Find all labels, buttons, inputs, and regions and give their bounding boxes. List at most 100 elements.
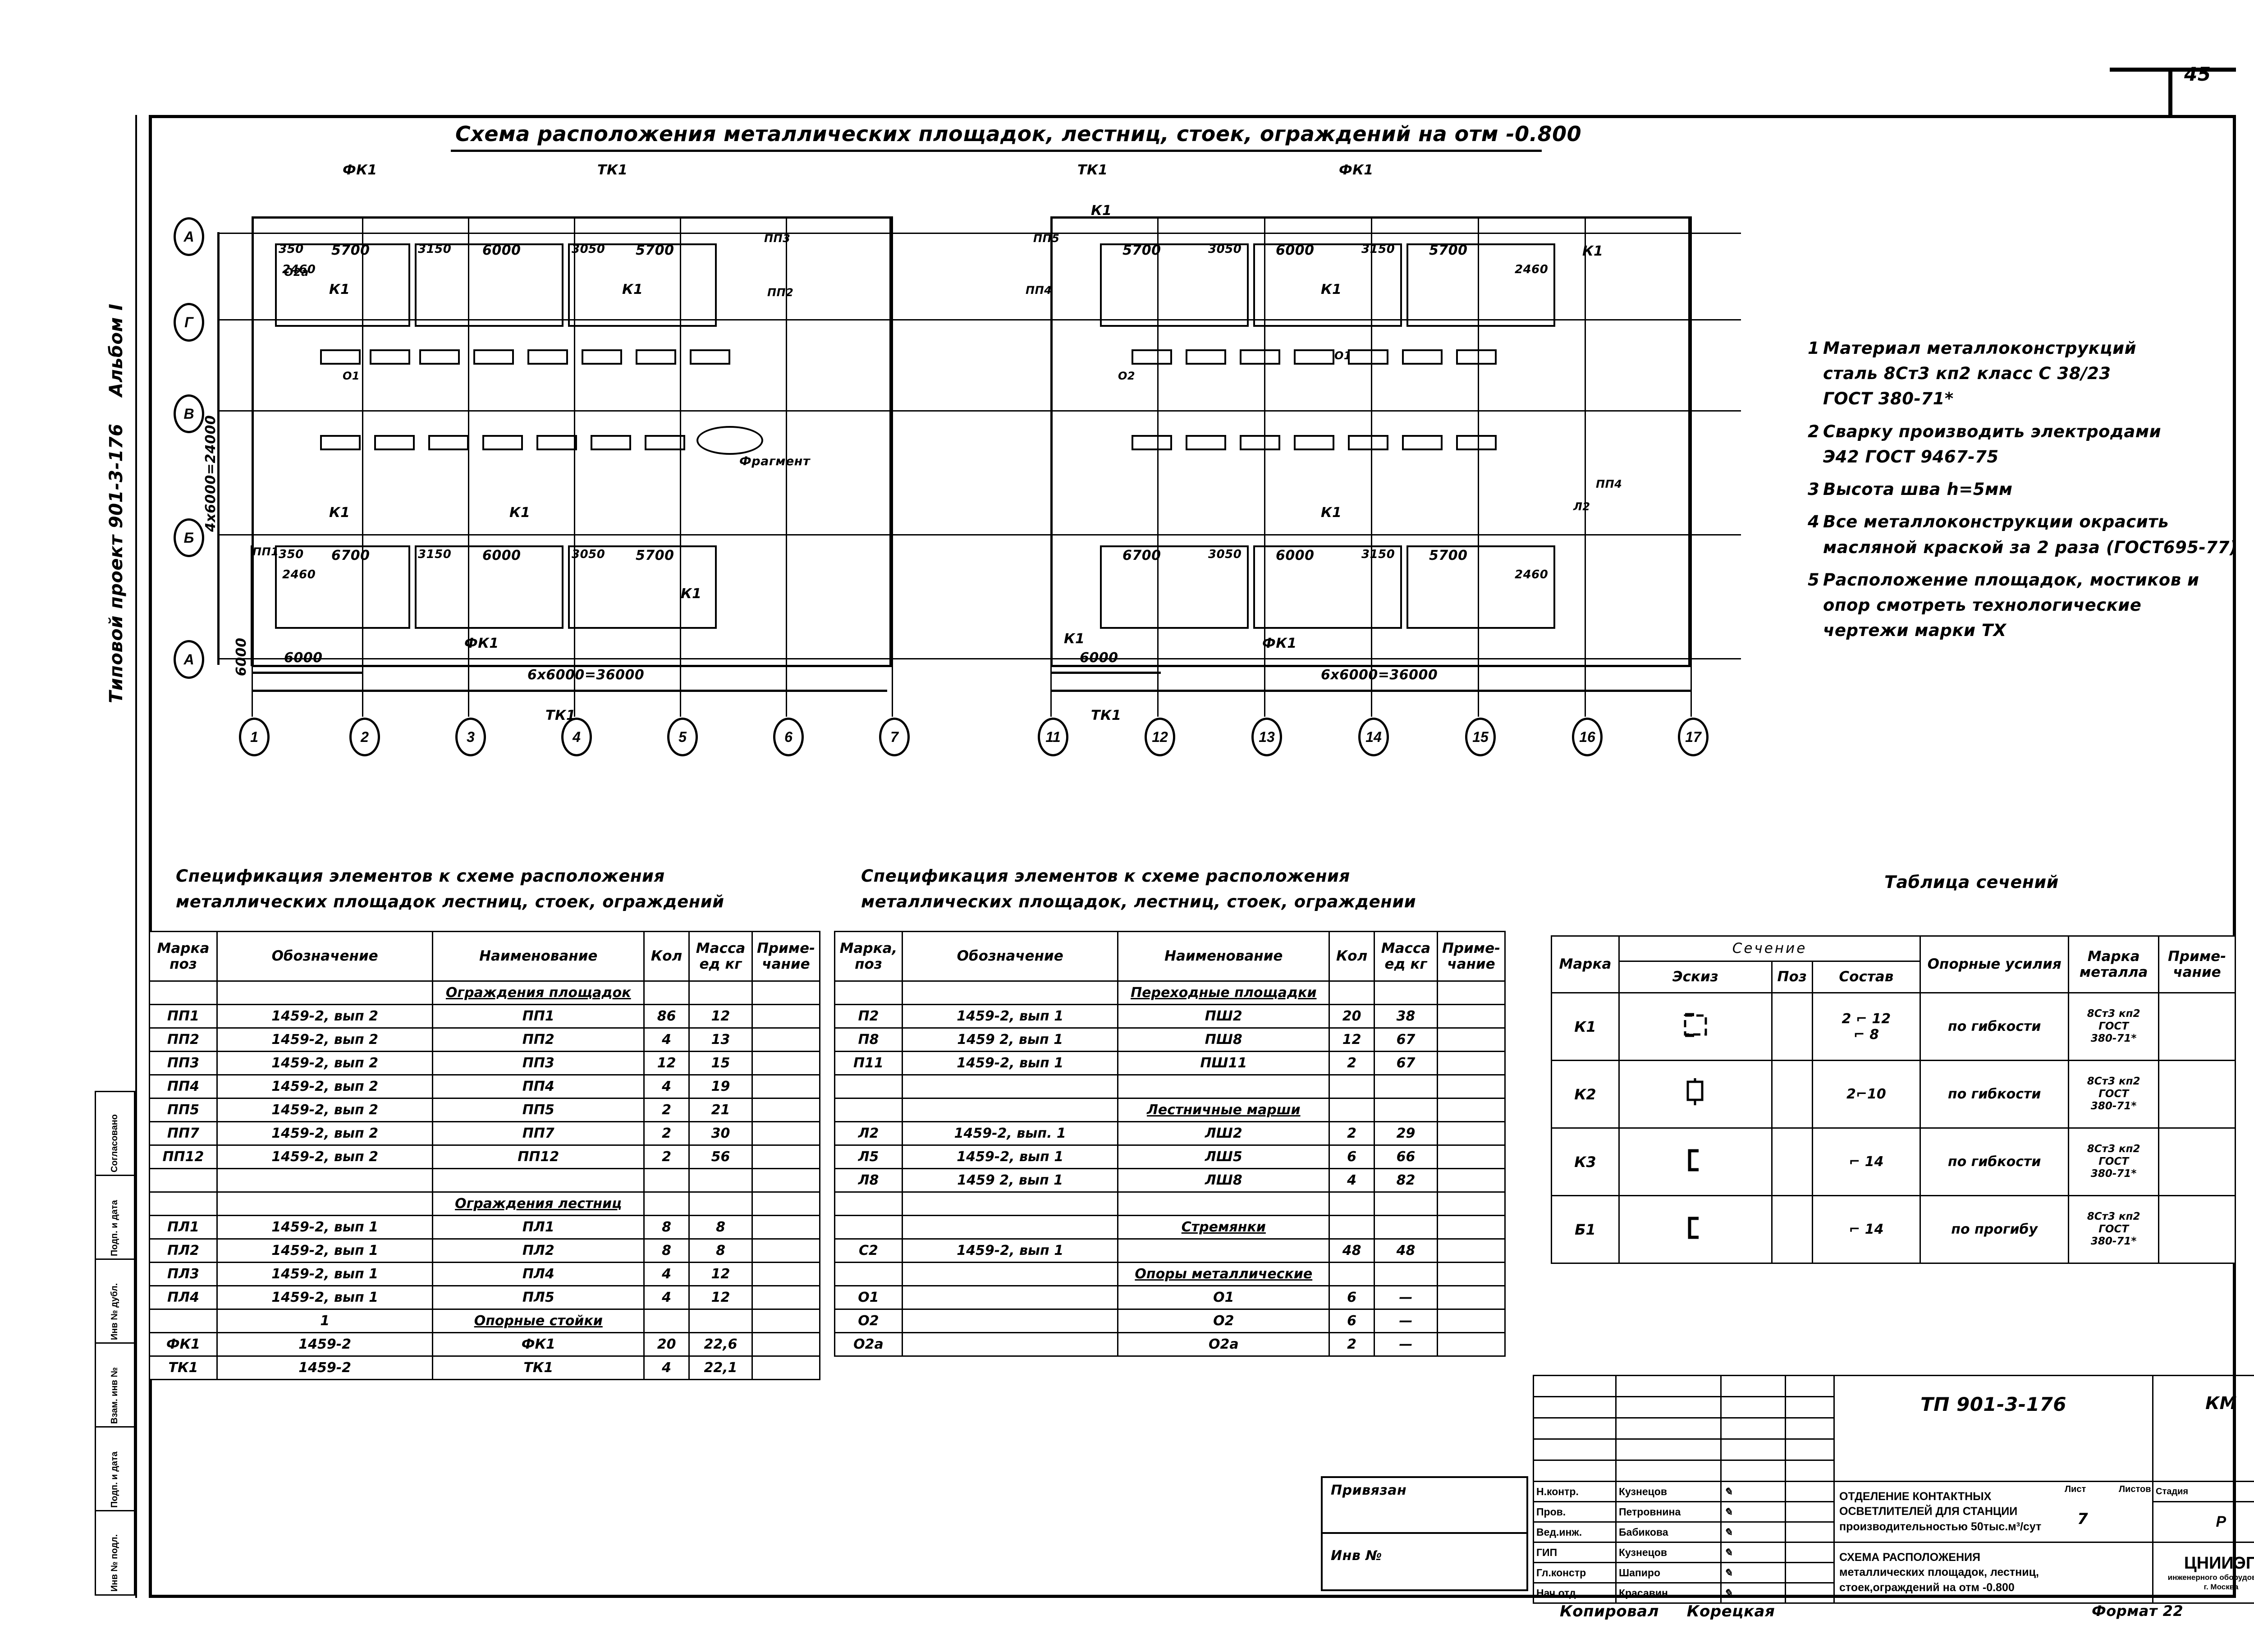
mark-K1-right-c: К1 bbox=[1321, 505, 1342, 521]
sections-th-steel: Марка металла bbox=[2068, 935, 2160, 993]
cell-blank bbox=[432, 1168, 645, 1193]
sections-th-composition: Состав bbox=[1811, 961, 1921, 993]
cell-mass: 48 bbox=[1374, 1238, 1438, 1263]
note-number: 1 bbox=[1808, 339, 1820, 358]
cell-mass: 56 bbox=[688, 1144, 753, 1169]
equipment-left-11 bbox=[428, 435, 469, 450]
stamp-role-4: Гл.констр bbox=[1533, 1562, 1617, 1583]
cell-note bbox=[751, 1074, 821, 1099]
cell-mass: 67 bbox=[1374, 1051, 1438, 1075]
equipment-right-6 bbox=[1402, 349, 1443, 365]
cell-section-forces: по гибкости bbox=[1920, 992, 2070, 1061]
grid-row-line-A-top bbox=[217, 233, 1741, 234]
grid-bubble-row-V: В bbox=[174, 394, 204, 433]
mark-L2-right: Л2 bbox=[1573, 500, 1590, 513]
table-row: Опоры металлические bbox=[834, 1262, 1506, 1286]
cell-desig: 1459-2, вып 1 bbox=[216, 1262, 434, 1286]
note-text: Все металлоконструкции окрасить масляной… bbox=[1823, 512, 2238, 557]
stamp-role-5: Нач.отд bbox=[1533, 1582, 1617, 1604]
dim-right-bot-1: 6700 bbox=[1122, 548, 1161, 563]
cell-name: ЛШ8 bbox=[1117, 1168, 1330, 1193]
cell-desig: 1459-2, вып 2 bbox=[216, 1004, 434, 1029]
equipment-right-13 bbox=[1402, 435, 1443, 450]
cell-mass bbox=[688, 980, 753, 1005]
dim-right-top-5: 5700 bbox=[1429, 243, 1468, 258]
equipment-right-5 bbox=[1348, 349, 1388, 365]
cell-note bbox=[1436, 1332, 1506, 1357]
cell-note bbox=[1436, 1262, 1506, 1286]
mark-K1-right-e: К1 bbox=[1064, 631, 1085, 647]
grid-bubble-col-13: 13 bbox=[1251, 718, 1282, 756]
cell-name: ПП1 bbox=[432, 1004, 645, 1029]
cell-name: О2а bbox=[1117, 1332, 1330, 1357]
cell-note bbox=[1436, 1027, 1506, 1052]
cell-blank bbox=[901, 1074, 1119, 1099]
table-row: ФК1 1459-2 ФК1 20 22,6 bbox=[149, 1332, 821, 1357]
mark-K1-right-a: К1 bbox=[1091, 203, 1112, 219]
stamp-name-3: Кузнецов bbox=[1615, 1542, 1722, 1563]
cell-desig bbox=[216, 1191, 434, 1216]
cell-mass bbox=[688, 1191, 753, 1216]
stamp-signature-2: ✎ bbox=[1720, 1521, 1786, 1543]
table-row: ПП3 1459-2, вып 2 ПП3 12 15 bbox=[149, 1051, 821, 1075]
section-sketch-channel-icon bbox=[1688, 1149, 1699, 1171]
cell-name: ПП3 bbox=[432, 1051, 645, 1075]
cell-qty: 20 bbox=[1329, 1004, 1375, 1029]
cell-desig bbox=[216, 980, 434, 1005]
cell-section-pos bbox=[1771, 1195, 1813, 1264]
table-row: П8 1459 2, вып 1 ПШ8 12 67 bbox=[834, 1027, 1506, 1052]
note-item: 2 Сварку производить электродами Э42 ГОСТ… bbox=[1808, 419, 2240, 470]
dim-left-top-6: 5700 bbox=[636, 243, 674, 258]
cell-desig bbox=[901, 1332, 1119, 1357]
cell-qty: 8 bbox=[643, 1238, 690, 1263]
cell-name: ПП12 bbox=[432, 1144, 645, 1169]
cell-name: ПЛ1 bbox=[432, 1215, 645, 1240]
equipment-left-6 bbox=[582, 349, 622, 365]
mark-FK1-right-top: ФК1 bbox=[1339, 162, 1374, 178]
bay-left-lower-2 bbox=[415, 545, 564, 629]
plan-drawing-area: А Г В Б А 4x6000=24000 6000 350 5700 315… bbox=[174, 162, 1749, 784]
cell-desig: 1459-2, вып 2 bbox=[216, 1098, 434, 1122]
sections-th-pos: Поз bbox=[1771, 961, 1813, 993]
sections-th-sketch: Эскиз bbox=[1618, 961, 1773, 993]
privazan-divider bbox=[1323, 1532, 1526, 1534]
stamp-name-1: Петровнина bbox=[1615, 1501, 1722, 1523]
cell-mark bbox=[149, 1309, 218, 1333]
dim-vertical-main: 4x6000=24000 bbox=[203, 415, 219, 532]
cell-mark: Л8 bbox=[834, 1168, 903, 1193]
bay-left-upper-2 bbox=[415, 243, 564, 327]
stamp-sheet-title: СХЕМА РАСПОЛОЖЕНИЯ металлических площадо… bbox=[1833, 1542, 2153, 1604]
general-notes: 1 Материал металлоконструкций сталь 8Ст3 … bbox=[1808, 336, 2240, 651]
grid-bubble-col-12: 12 bbox=[1145, 718, 1175, 756]
bay-left-upper-3 bbox=[568, 243, 717, 327]
cell-mass: 12 bbox=[688, 1262, 753, 1286]
sections-table-row: К3 ⌐ 14 по гибкости 8Ст3 кп2 ГОСТ 380-71* bbox=[1551, 1127, 2236, 1196]
stamp-sheet-value: 7 bbox=[2077, 1510, 2089, 1528]
spec-right-th-name: Наименование bbox=[1117, 931, 1330, 982]
album-label: Альбом I bbox=[106, 303, 127, 397]
stamp-signature-3: ✎ bbox=[1720, 1542, 1786, 1563]
equipment-left-15 bbox=[645, 435, 685, 450]
cell-section-composition: ⌐ 14 bbox=[1811, 1195, 1921, 1264]
grid-bubble-row-A-top: А bbox=[174, 217, 204, 256]
cell-section-note bbox=[2158, 992, 2236, 1061]
table-row: О1 О1 6— bbox=[834, 1285, 1506, 1310]
equipment-right-10 bbox=[1240, 435, 1280, 450]
cell-section-mark: К1 bbox=[1551, 992, 1620, 1061]
dim-left-offset-top: 2460 bbox=[282, 263, 316, 276]
cell-blank bbox=[1329, 1074, 1375, 1099]
equipment-left-1 bbox=[320, 349, 361, 365]
cell-desig: 1459-2, вып 2 bbox=[216, 1051, 434, 1075]
equipment-right-3 bbox=[1240, 349, 1280, 365]
dim-left-bot-4: 6000 bbox=[482, 548, 521, 563]
cell-mark: ПЛ1 bbox=[149, 1215, 218, 1240]
cell-mark bbox=[149, 980, 218, 1005]
equipment-left-4 bbox=[473, 349, 514, 365]
dim-rail-vertical bbox=[217, 232, 220, 665]
cell-note bbox=[751, 1215, 821, 1240]
mark-K1-left-b: К1 bbox=[622, 282, 643, 297]
drawing-title-underline bbox=[451, 150, 1542, 152]
cell-qty: 2 bbox=[643, 1144, 690, 1169]
equipment-right-14 bbox=[1456, 435, 1497, 450]
note-text: Расположение площадок, мостиков и опор с… bbox=[1823, 570, 2199, 641]
